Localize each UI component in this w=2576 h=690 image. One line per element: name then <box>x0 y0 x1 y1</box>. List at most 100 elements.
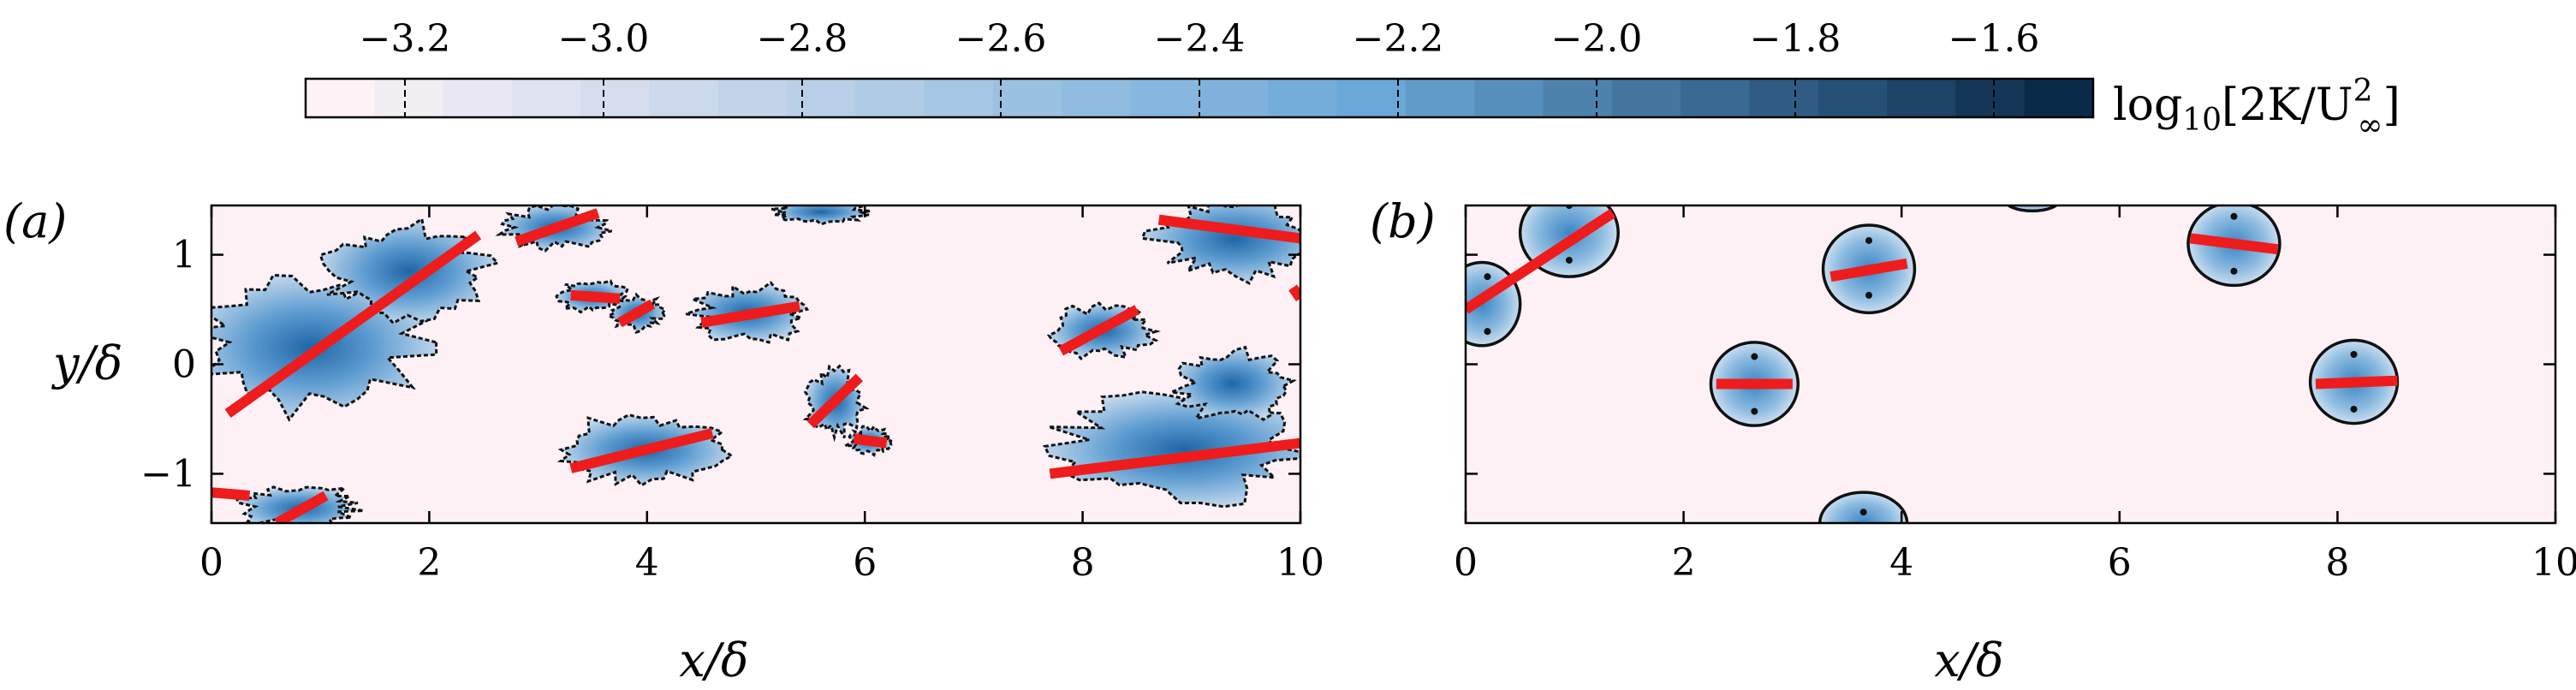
x-tick-label: 10 <box>2531 541 2576 585</box>
colorbar-cell <box>1268 79 1338 117</box>
colorbar-tick-label: −2.8 <box>757 17 848 61</box>
centre-marker <box>2230 267 2238 275</box>
colorbar-tick-label: −3.2 <box>360 17 451 61</box>
inclination-segment <box>617 299 656 328</box>
centre-marker <box>1865 291 1873 299</box>
inclination-segment <box>1058 305 1140 356</box>
x-tick-label: 6 <box>853 541 877 585</box>
colorbar-tick-label: −2.2 <box>1353 17 1444 61</box>
x-tick-label: 8 <box>1071 541 1095 585</box>
colorbar-tick-label: −2.6 <box>955 17 1047 61</box>
inclination-segment <box>224 230 482 418</box>
panel-label-b: (b) <box>1370 194 1436 248</box>
segments-b <box>1466 208 2398 390</box>
inclination-segment <box>211 487 251 501</box>
centre-marker <box>1865 236 1873 244</box>
colorbar: −3.2 −3.0 −2.8 −2.6 −2.4 −2.2 −2.0 −1.8 −1.6 log… <box>304 17 2400 143</box>
colorbar-tick-label: −3.0 <box>558 17 650 61</box>
colorbar-cell <box>1405 79 1476 117</box>
inclination-segment <box>1466 208 1616 314</box>
panel-label-a: (a) <box>3 194 67 248</box>
y-tick-label: 1 <box>172 234 196 277</box>
colorbar-tick-label: −2.4 <box>1154 17 1246 61</box>
inclination-segment <box>700 300 800 328</box>
inclination-segment <box>569 428 714 473</box>
structure-blob <box>318 217 501 325</box>
inclination-segment <box>1157 214 1300 244</box>
colorbar-tick-label: −2.0 <box>1551 17 1643 61</box>
colorbar-cell <box>1336 79 1407 117</box>
x-axis-label-b: x/δ <box>1934 633 2003 687</box>
x-tick-label: 4 <box>1889 541 1913 585</box>
x-tick-label: 2 <box>1672 541 1696 585</box>
inclination-segment <box>2315 375 2398 390</box>
centre-marker <box>1751 407 1758 415</box>
colorbar-cells <box>306 79 2094 117</box>
inclination-segment <box>1049 437 1300 479</box>
y-axis-label-a: y/δ <box>51 336 122 390</box>
centre-marker <box>2230 212 2238 220</box>
colorbar-cell <box>1199 79 1270 117</box>
colorbar-cell <box>993 79 1063 117</box>
colorbar-cell <box>2024 79 2094 117</box>
x-tick-label: 0 <box>199 541 223 585</box>
inclination-segment <box>2189 233 2279 255</box>
centre-marker <box>1565 256 1573 264</box>
centre-marker <box>2350 350 2358 358</box>
inclination-segment <box>570 289 621 304</box>
axes-b: 0 2 4 6 8 10 <box>1454 205 2576 585</box>
colorbar-cell <box>649 79 719 117</box>
centre-marker <box>1751 353 1758 360</box>
colorbar-cell <box>443 79 513 117</box>
inclination-segment <box>806 373 863 429</box>
colorbar-ticks: −3.2 −3.0 −2.8 −2.6 −2.4 −2.2 −2.0 −1.8 −1.6 <box>360 17 2040 117</box>
inclination-segment <box>853 433 888 449</box>
x-tick-label: 8 <box>2325 541 2349 585</box>
colorbar-cell <box>511 79 582 117</box>
colorbar-cell <box>1955 79 2026 117</box>
centre-marker <box>1484 273 1491 281</box>
x-axis-label-a: x/δ <box>679 633 748 687</box>
centre-marker <box>2350 405 2358 413</box>
x-tick-label: 0 <box>1454 541 1478 585</box>
inclination-segment <box>515 208 600 247</box>
colorbar-cell <box>580 79 651 117</box>
x-tick-label: 2 <box>417 541 441 585</box>
colorbar-cell <box>1887 79 1957 117</box>
colorbar-cell <box>1611 79 1681 117</box>
panel-a: (a) 0 2 4 6 8 10 −1 0 1 y/δ x/δ <box>3 194 1324 687</box>
colorbar-cell <box>1543 79 1613 117</box>
colorbar-cell <box>1749 79 1819 117</box>
y-tick-label: −1 <box>140 452 196 496</box>
model-blob <box>1817 491 1909 523</box>
x-tick-label: 4 <box>635 541 659 585</box>
colorbar-tick-label: −1.6 <box>1948 17 2040 61</box>
centre-marker <box>1859 509 1867 516</box>
axes-a: 0 2 4 6 8 10 −1 0 1 <box>140 205 1324 585</box>
panel-b: (b) 0 2 4 6 8 10 x/δ <box>1370 194 2576 687</box>
colorbar-cell <box>306 79 376 117</box>
colorbar-tick-label: −1.8 <box>1750 17 1841 61</box>
colorbar-cell <box>924 79 994 117</box>
inclination-segment <box>1288 284 1300 302</box>
colorbar-cell <box>717 79 788 117</box>
structure-blob <box>770 205 871 226</box>
model-blob <box>2006 205 2059 213</box>
colorbar-cell <box>855 79 925 117</box>
colorbar-cell <box>787 79 857 117</box>
colorbar-cell <box>1062 79 1132 117</box>
colorbar-cell <box>1681 79 1751 117</box>
inclination-segment <box>274 491 329 523</box>
segments-a <box>211 208 1300 523</box>
colorbar-cell <box>1474 79 1544 117</box>
x-tick-label: 6 <box>2108 541 2132 585</box>
x-tick-label: 10 <box>1276 541 1324 585</box>
colorbar-label: log10[2K/U2 ∞] <box>2113 74 2400 143</box>
colorbar-cell <box>374 79 444 117</box>
colorbar-cell <box>1130 79 1200 117</box>
y-tick-label: 0 <box>172 343 196 387</box>
centre-marker <box>1484 328 1491 336</box>
structure-blob <box>1166 345 1297 421</box>
inclination-segment <box>1829 258 1908 283</box>
